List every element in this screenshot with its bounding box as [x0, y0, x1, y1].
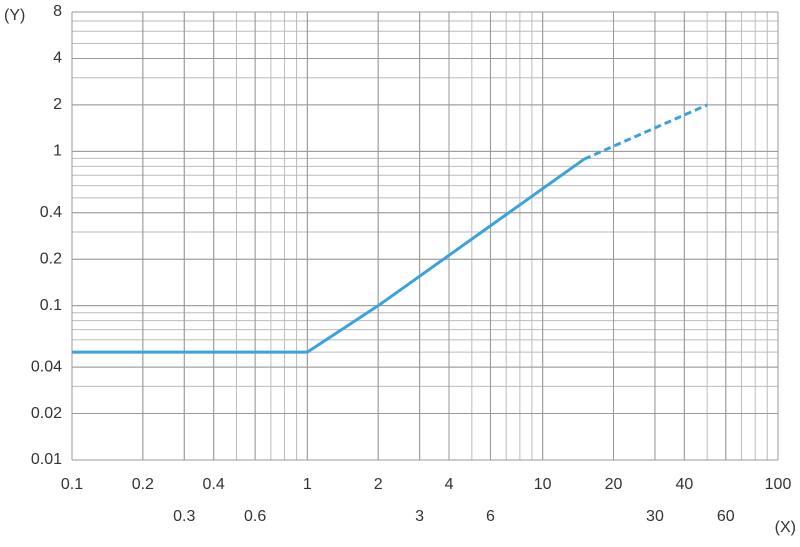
x-tick-label: 1 [303, 476, 312, 493]
y-tick-label: 0.2 [40, 250, 62, 267]
y-tick-label: 0.4 [40, 204, 62, 221]
y-tick-label: 0.1 [40, 297, 62, 314]
y-tick-label: 0.04 [31, 358, 62, 375]
x-tick-label: 40 [675, 476, 693, 493]
x-tick-label: 3 [415, 508, 424, 525]
x-tick-label: 0.2 [132, 476, 154, 493]
y-tick-label: 2 [53, 96, 62, 113]
x-tick-label: 0.6 [244, 508, 266, 525]
y-tick-label: 4 [53, 50, 62, 67]
x-tick-label: 20 [605, 476, 623, 493]
x-tick-label: 6 [486, 508, 495, 525]
x-tick-label: 0.1 [61, 476, 83, 493]
y-tick-label: 0.01 [31, 451, 62, 468]
y-tick-label: 1 [53, 143, 62, 160]
y-tick-label: 8 [53, 3, 62, 20]
y-axis-label: (Y) [4, 7, 25, 24]
x-tick-label: 0.4 [203, 476, 225, 493]
x-tick-label: 2 [374, 476, 383, 493]
x-axis-label: (X) [775, 519, 796, 536]
x-tick-label: 60 [717, 508, 735, 525]
x-tick-label: 4 [445, 476, 454, 493]
data-line [583, 103, 708, 161]
data-line [72, 157, 585, 354]
x-tick-label: 100 [765, 476, 792, 493]
y-tick-label: 0.02 [31, 405, 62, 422]
x-tick-label: 0.3 [173, 508, 195, 525]
x-tick-label: 30 [646, 508, 664, 525]
x-tick-label: 10 [534, 476, 552, 493]
